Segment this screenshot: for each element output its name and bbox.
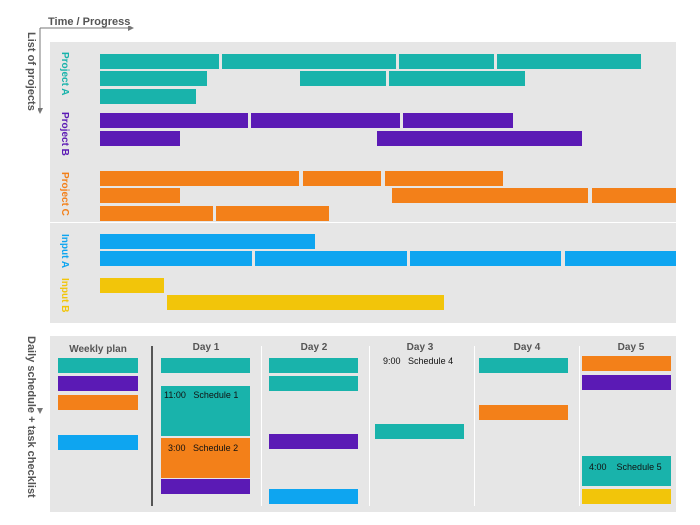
purple-task-bar bbox=[403, 113, 513, 128]
teal-task-bar bbox=[222, 54, 396, 69]
purple-task-bar bbox=[251, 113, 400, 128]
teal-task-bar bbox=[100, 54, 219, 69]
orange-task-bar bbox=[392, 188, 588, 203]
teal-schedule-block bbox=[269, 358, 358, 373]
column-day-1: Day 1 bbox=[192, 342, 220, 353]
purple-task-bar bbox=[377, 131, 582, 146]
teal-schedule-block bbox=[375, 424, 464, 439]
day-divider bbox=[579, 346, 580, 506]
project-a-label: Project A bbox=[59, 52, 70, 96]
schedule-panel bbox=[50, 336, 676, 512]
purple-task-bar bbox=[100, 131, 180, 146]
entry-title: Schedule 4 bbox=[408, 356, 454, 366]
yellow-task-bar bbox=[100, 278, 164, 293]
entry-title: Schedule 2 bbox=[193, 443, 239, 453]
orange-schedule-block bbox=[58, 395, 138, 410]
axis-arrows bbox=[38, 26, 134, 114]
column-day-3: Day 3 bbox=[406, 342, 434, 353]
column-day-2: Day 2 bbox=[300, 342, 328, 353]
project-c-label: Project C bbox=[59, 172, 70, 216]
blue-task-bar bbox=[100, 251, 252, 266]
column-day-5: Day 5 bbox=[617, 342, 645, 353]
blue-task-bar bbox=[410, 251, 561, 266]
right-arrow-icon bbox=[128, 26, 134, 31]
schedule-4-entry: 9:00 Schedule 4 bbox=[383, 356, 453, 366]
down-arrow-icon bbox=[37, 408, 43, 414]
teal-task-bar bbox=[100, 71, 207, 86]
orange-task-bar bbox=[385, 171, 503, 186]
purple-schedule-block bbox=[161, 479, 250, 494]
schedule-2-entry: 3:00 Schedule 2 bbox=[168, 443, 238, 453]
orange-schedule-block bbox=[582, 356, 671, 371]
weekly-plan-divider bbox=[151, 346, 153, 506]
list-of-projects-label: List of projects bbox=[25, 32, 37, 111]
blue-task-bar bbox=[100, 234, 315, 249]
entry-time: 4:00 bbox=[589, 462, 607, 472]
entry-time: 11:00 bbox=[164, 390, 186, 400]
orange-task-bar bbox=[303, 171, 381, 186]
entry-time: 3:00 bbox=[168, 443, 186, 453]
orange-task-bar bbox=[100, 171, 299, 186]
teal-task-bar bbox=[389, 71, 525, 86]
orange-task-bar bbox=[100, 188, 180, 203]
teal-schedule-block bbox=[269, 376, 358, 391]
blue-task-bar bbox=[565, 251, 676, 266]
orange-schedule-block bbox=[161, 438, 250, 478]
column-day-4: Day 4 bbox=[513, 342, 541, 353]
orange-task-bar bbox=[216, 206, 329, 221]
teal-schedule-block bbox=[479, 358, 568, 373]
entry-time: 9:00 bbox=[383, 356, 401, 366]
purple-schedule-block bbox=[269, 434, 358, 449]
input-a-label: Input A bbox=[59, 234, 70, 269]
blue-schedule-block bbox=[269, 489, 358, 504]
teal-schedule-block bbox=[161, 358, 250, 373]
column-weekly-plan: Weekly plan bbox=[69, 344, 127, 355]
teal-schedule-block bbox=[582, 456, 671, 486]
schedule-arrow bbox=[37, 408, 43, 414]
teal-task-bar bbox=[100, 89, 196, 104]
day-divider bbox=[474, 346, 475, 506]
day-divider bbox=[369, 346, 370, 506]
orange-task-bar bbox=[100, 206, 213, 221]
purple-schedule-block bbox=[58, 376, 138, 391]
teal-task-bar bbox=[497, 54, 641, 69]
blue-task-bar bbox=[255, 251, 407, 266]
blue-schedule-block bbox=[58, 435, 138, 450]
schedule-5-entry: 4:00 Schedule 5 bbox=[589, 462, 662, 472]
orange-task-bar bbox=[592, 188, 676, 203]
time-progress-label: Time / Progress bbox=[48, 16, 131, 28]
teal-schedule-block bbox=[161, 386, 250, 436]
day-divider bbox=[261, 346, 262, 506]
teal-task-bar bbox=[300, 71, 386, 86]
project-b-label: Project B bbox=[59, 112, 70, 156]
yellow-schedule-block bbox=[582, 489, 671, 504]
input-b-label: Input B bbox=[59, 278, 70, 313]
down-arrow-icon bbox=[38, 108, 43, 114]
entry-title: Schedule 5 bbox=[616, 462, 662, 472]
teal-schedule-block bbox=[58, 358, 138, 373]
schedule-1-entry: 11:00 Schedule 1 bbox=[164, 390, 238, 400]
purple-schedule-block bbox=[582, 375, 671, 390]
orange-schedule-block bbox=[479, 405, 568, 420]
teal-task-bar bbox=[399, 54, 494, 69]
purple-task-bar bbox=[100, 113, 248, 128]
entry-title: Schedule 1 bbox=[193, 390, 239, 400]
yellow-task-bar bbox=[167, 295, 444, 310]
panel-divider bbox=[50, 222, 676, 223]
